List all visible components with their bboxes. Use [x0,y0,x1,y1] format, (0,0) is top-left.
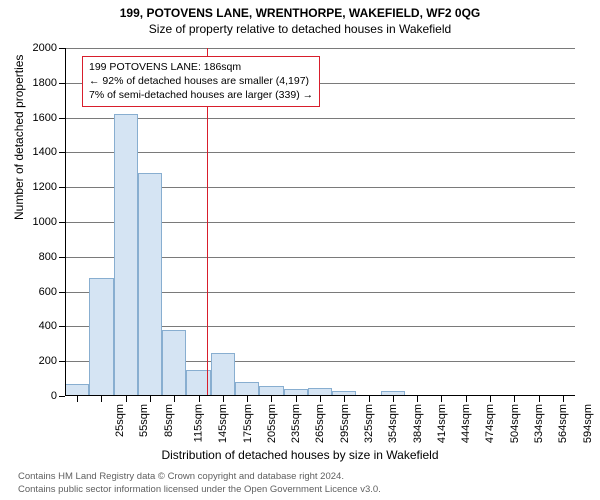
x-tick [296,396,297,402]
y-tick-label: 2000 [17,42,57,54]
y-tick-label: 600 [17,286,57,298]
x-axis-line [65,395,575,396]
x-tick-label: 444sqm [460,404,472,443]
x-tick [369,396,370,402]
gridline [65,118,575,119]
x-tick-label: 175sqm [242,404,254,443]
x-tick [490,396,491,402]
x-tick [174,396,175,402]
gridline [65,48,575,49]
annotation-box: 199 POTOVENS LANE: 186sqm ← 92% of detac… [82,56,320,107]
x-tick-label: 295sqm [339,404,351,443]
x-tick [344,396,345,402]
x-tick [320,396,321,402]
y-tick-label: 1800 [17,77,57,89]
x-tick [101,396,102,402]
x-tick-label: 534sqm [533,404,545,443]
x-tick [126,396,127,402]
x-tick-label: 205sqm [266,404,278,443]
x-tick [514,396,515,402]
chart-container: 199, POTOVENS LANE, WRENTHORPE, WAKEFIEL… [0,0,600,500]
x-tick [271,396,272,402]
x-tick-label: 115sqm [192,404,204,442]
y-tick-label: 1000 [17,216,57,228]
x-tick [199,396,200,402]
y-tick-label: 1200 [17,181,57,193]
x-tick-label: 265sqm [315,404,327,443]
y-axis-line [65,48,66,396]
x-tick [247,396,248,402]
x-tick [417,396,418,402]
x-tick-label: 594sqm [582,404,594,443]
y-tick-label: 800 [17,251,57,263]
histogram-bar [89,278,113,396]
footer-line2: Contains public sector information licen… [18,484,381,496]
x-tick [466,396,467,402]
annotation-line2: ← 92% of detached houses are smaller (4,… [89,74,313,88]
y-tick-label: 0 [17,390,57,402]
x-tick [150,396,151,402]
histogram-bar [235,382,259,396]
x-tick-label: 145sqm [217,404,229,443]
y-tick-label: 1400 [17,146,57,158]
chart-title-sub: Size of property relative to detached ho… [0,20,600,36]
histogram-bar [114,114,138,396]
x-tick-label: 55sqm [138,404,150,437]
y-tick-label: 400 [17,320,57,332]
x-tick [539,396,540,402]
histogram-bar [211,353,235,397]
chart-title-main: 199, POTOVENS LANE, WRENTHORPE, WAKEFIEL… [0,0,600,20]
x-tick-label: 564sqm [557,404,569,443]
gridline [65,152,575,153]
x-tick-label: 25sqm [114,404,126,437]
x-tick-label: 85sqm [163,404,175,437]
x-tick [223,396,224,402]
x-tick [393,396,394,402]
x-tick [441,396,442,402]
x-tick-label: 235sqm [290,404,302,443]
histogram-bar [138,173,162,396]
x-tick [563,396,564,402]
histogram-bar [162,330,186,396]
y-tick-label: 200 [17,355,57,367]
x-tick-label: 474sqm [485,404,497,443]
x-tick-label: 384sqm [412,404,424,443]
x-tick [77,396,78,402]
footer-line1: Contains HM Land Registry data © Crown c… [18,471,381,483]
annotation-line3: 7% of semi-detached houses are larger (3… [89,88,313,102]
x-tick-label: 325sqm [363,404,375,443]
annotation-line1: 199 POTOVENS LANE: 186sqm [89,60,313,74]
footer: Contains HM Land Registry data © Crown c… [18,471,381,496]
x-axis-title: Distribution of detached houses by size … [0,448,600,462]
x-tick-label: 354sqm [387,404,399,443]
x-tick-label: 504sqm [509,404,521,443]
y-tick-label: 1600 [17,112,57,124]
y-tick [59,396,65,397]
x-tick-label: 414sqm [436,404,448,443]
